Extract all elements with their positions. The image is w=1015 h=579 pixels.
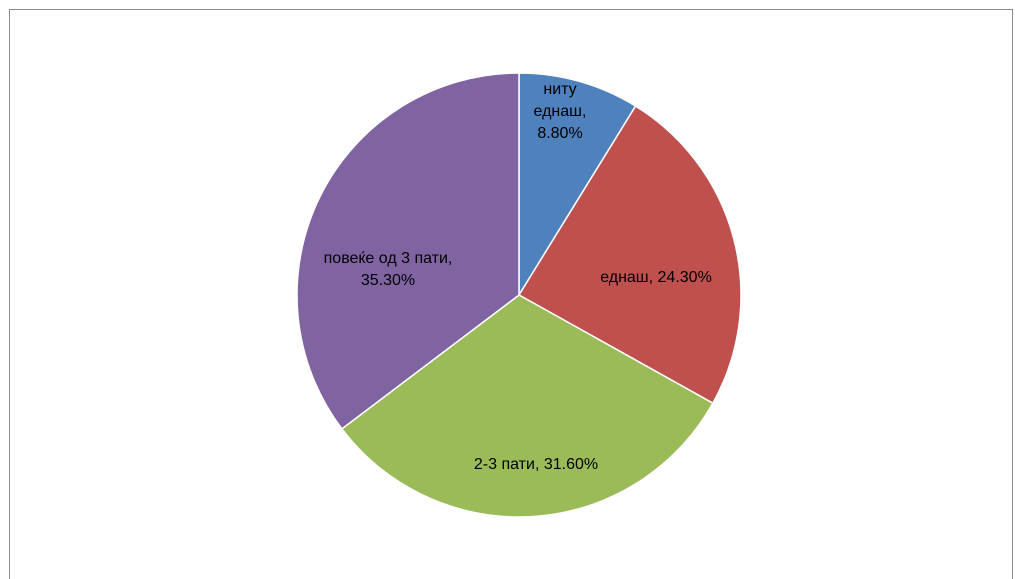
slice-label: повеќе од 3 пати, bbox=[324, 250, 453, 267]
slice-label: 8.80% bbox=[537, 125, 582, 142]
pie-slice bbox=[340, 294, 714, 518]
pie-slices bbox=[296, 72, 742, 518]
slice-label: 2-3 пати, 31.60% bbox=[474, 456, 598, 473]
slice-labels: ниту еднаш, 8.80% еднаш, 24.30% 2-3 пати, 31… bbox=[324, 81, 712, 473]
pie-slice bbox=[296, 72, 520, 430]
slice-label: еднаш, 24.30% bbox=[600, 269, 712, 286]
slice-label: еднаш, bbox=[534, 103, 587, 120]
pie-slice bbox=[518, 72, 637, 298]
pie-slice bbox=[517, 105, 742, 405]
slice-label: ниту bbox=[543, 81, 576, 98]
slice-label: 35.30% bbox=[361, 272, 415, 289]
